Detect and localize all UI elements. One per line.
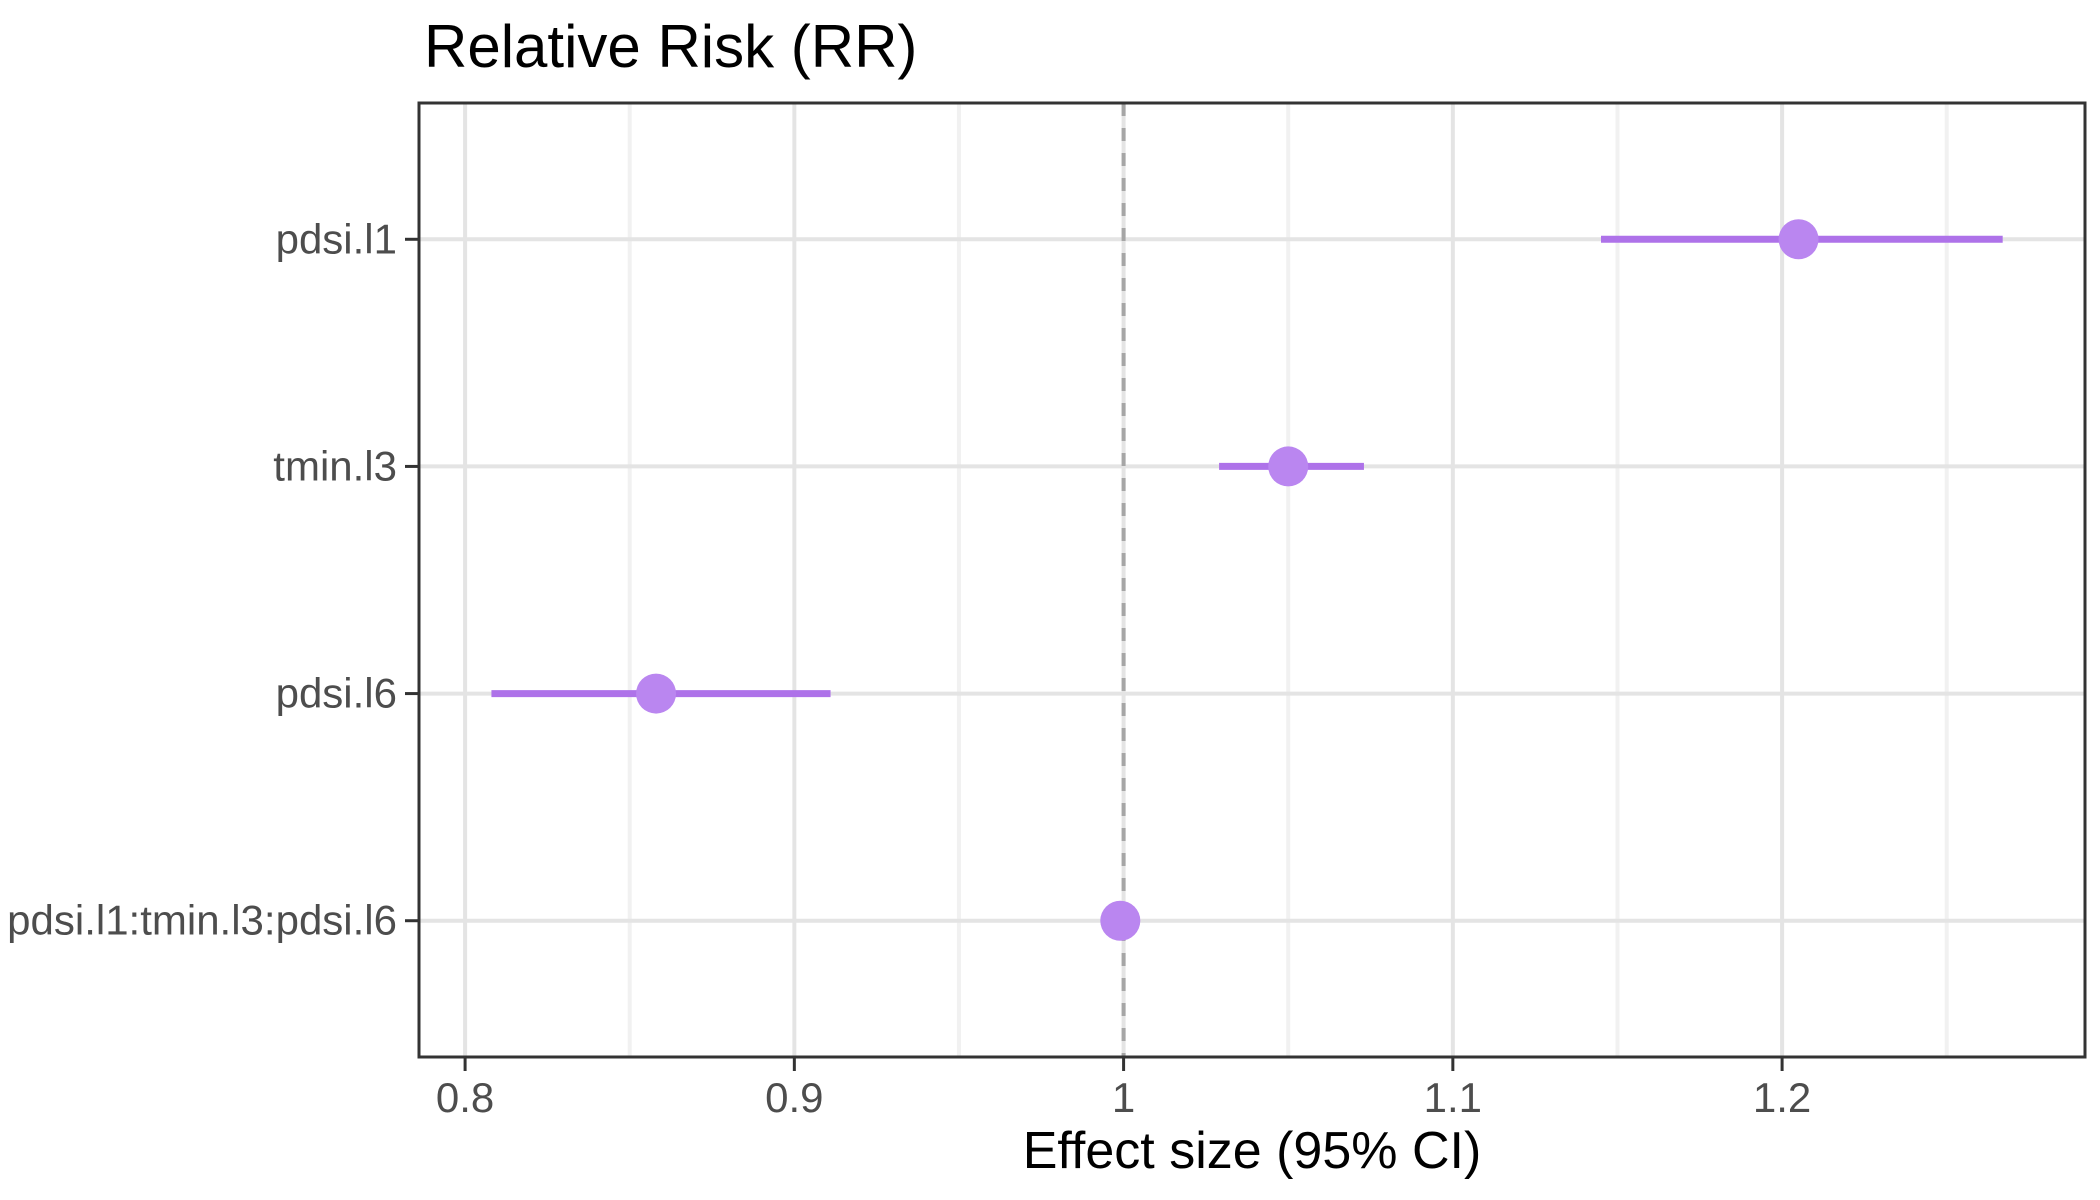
point-estimate (1100, 900, 1141, 941)
point-estimate (1778, 219, 1819, 260)
y-axis: pdsi.l1 tmin.l3 pdsi.l6 pdsi.l1:tmin.l3:pds… (7, 215, 419, 944)
pointrange-marks (491, 219, 2003, 941)
panel-border (417, 101, 2087, 1059)
y-tick-label: pdsi.l6 (276, 670, 397, 717)
y-tick-label: pdsi.l1:tmin.l3:pdsi.l6 (7, 897, 397, 944)
plot-title: Relative Risk (RR) (424, 13, 917, 80)
point-estimate (1268, 446, 1309, 487)
x-tick-label: 1.1 (1424, 1074, 1482, 1121)
x-tick-label: 1.2 (1753, 1074, 1811, 1121)
x-tick-label: 1 (1112, 1074, 1135, 1121)
y-tick-label: pdsi.l1 (276, 215, 397, 262)
minor-gridlines (627, 103, 1949, 1057)
x-axis: 0.8 0.9 1 1.1 1.2 (436, 1057, 1811, 1121)
x-tick-label: 0.8 (436, 1074, 494, 1121)
major-gridlines (419, 103, 2085, 1057)
x-axis-title: Effect size (95% CI) (1023, 1122, 1482, 1180)
x-tick-label: 0.9 (765, 1074, 823, 1121)
point-estimate (636, 673, 677, 714)
y-tick-label: tmin.l3 (273, 442, 397, 489)
